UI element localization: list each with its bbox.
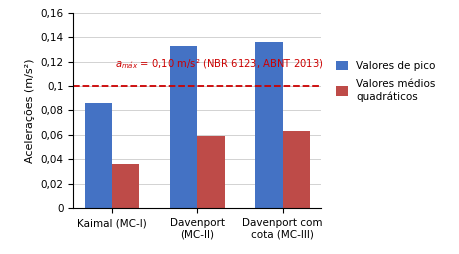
Text: $a_{m\acute{a}x}$ = 0,10 m/s² (NBR 6123, ABNT 2013): $a_{m\acute{a}x}$ = 0,10 m/s² (NBR 6123,… [115, 58, 323, 71]
Bar [85, 103, 112, 208]
Y-axis label: Acelerações (m/s²): Acelerações (m/s²) [25, 58, 35, 163]
Bar [283, 131, 310, 208]
Bar [197, 136, 225, 208]
Bar [170, 46, 197, 208]
Bar [112, 164, 140, 208]
Bar [255, 42, 283, 208]
Legend: Valores de pico, Valores médios
quadráticos: Valores de pico, Valores médios quadráti… [331, 57, 440, 106]
